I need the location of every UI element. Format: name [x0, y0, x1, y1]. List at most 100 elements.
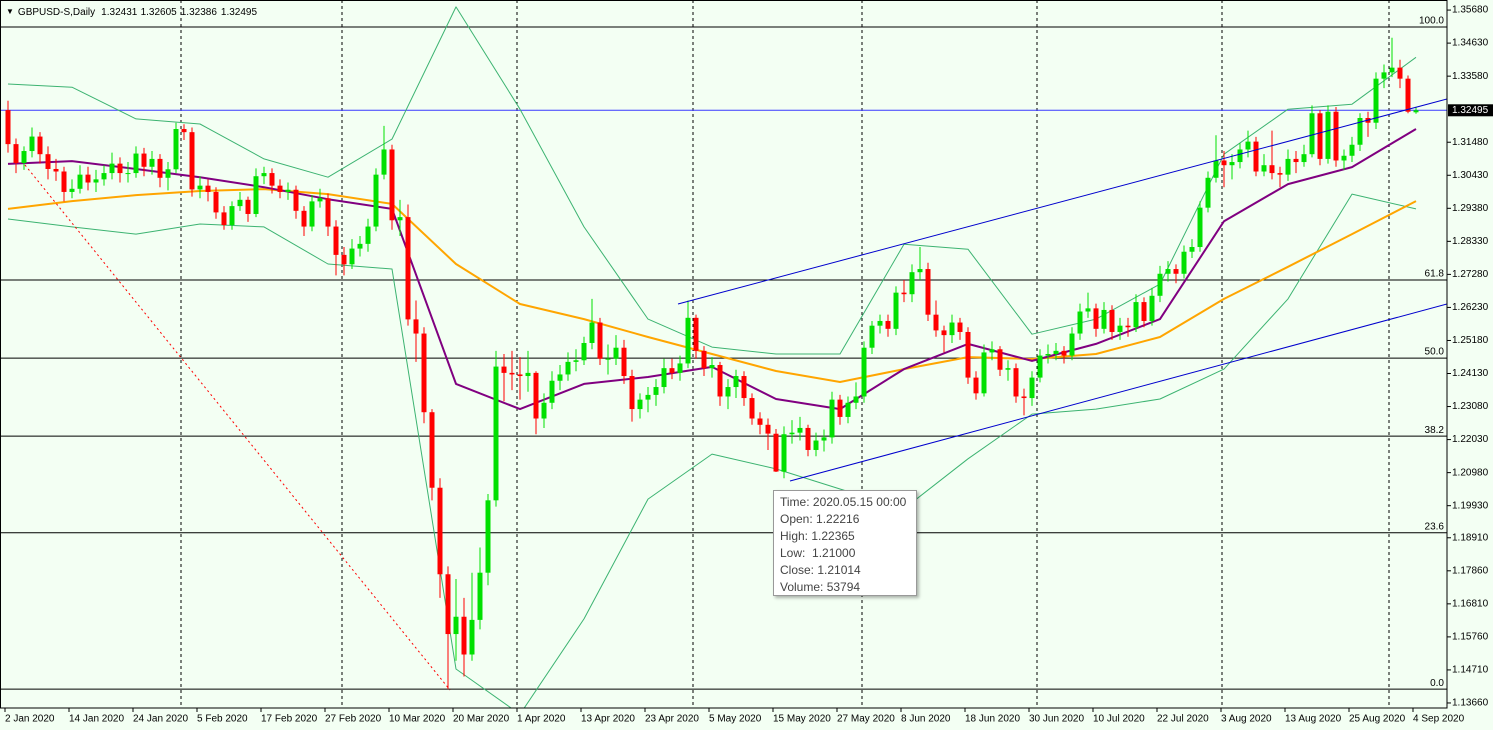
candle-body [341, 254, 347, 265]
y-tick-label: 1.27280 [1452, 269, 1489, 280]
y-tick-label: 1.28330 [1452, 236, 1489, 247]
candle-body [141, 153, 147, 167]
candle-body [501, 366, 507, 373]
candle-body [709, 365, 715, 369]
candle-body [301, 210, 307, 227]
candle-body [389, 149, 395, 221]
candle-body [189, 132, 195, 190]
y-tick-label: 1.22030 [1452, 434, 1489, 445]
candle-body [1293, 158, 1299, 163]
candle-body [597, 322, 603, 359]
candle-body [1085, 308, 1091, 312]
candle-body [581, 342, 587, 361]
candle-body [533, 372, 539, 419]
candle-body [757, 418, 763, 425]
x-tick-label: 1 Apr 2020 [517, 714, 566, 725]
candle-body [365, 226, 371, 244]
candle-body [1093, 308, 1099, 329]
candle-body [117, 163, 123, 174]
candle-body [981, 352, 987, 394]
y-tick-label: 1.34630 [1452, 38, 1489, 49]
candle-body [741, 376, 747, 399]
y-tick-label: 1.26230 [1452, 302, 1489, 313]
candle-body [613, 347, 619, 359]
candle-body [149, 158, 155, 167]
x-tick-label: 3 Aug 2020 [1221, 714, 1272, 725]
y-tick-label: 1.35680 [1452, 5, 1489, 16]
y-tick-label: 1.18910 [1452, 532, 1489, 543]
candle-body [85, 174, 91, 183]
candle-body [805, 427, 811, 450]
candle-body [517, 374, 523, 377]
candle-body [1213, 160, 1219, 178]
candle-body [693, 317, 699, 351]
candle-body [437, 487, 443, 575]
header-low: 1.32386 [181, 7, 218, 18]
candle-body [229, 206, 235, 225]
candle-body [333, 226, 339, 255]
candle-body [869, 325, 875, 348]
candle-body [157, 158, 163, 178]
candle-body [1197, 207, 1203, 248]
candle-body [285, 189, 291, 192]
candle-body [1037, 355, 1043, 378]
x-tick-label: 17 Feb 2020 [261, 714, 318, 725]
y-tick-label: 1.33580 [1452, 71, 1489, 82]
candle-body [69, 188, 75, 192]
candle-body [1245, 141, 1251, 150]
candle-body [669, 368, 675, 373]
candle-body [173, 129, 179, 170]
candle-body [1277, 173, 1283, 175]
candle-body [973, 377, 979, 394]
fib-label: 38.2 [1425, 425, 1445, 436]
candle-body [1373, 78, 1379, 123]
candle-body [565, 361, 571, 375]
candle-body [589, 322, 595, 343]
chart-title: GBPUSD-S,Daily [18, 7, 95, 18]
candle-body [821, 437, 827, 441]
plot-area [0, 6, 1447, 708]
candle-body [1149, 295, 1155, 321]
y-tick-label: 1.30430 [1452, 170, 1489, 181]
candle-body [181, 129, 187, 133]
candle-body [53, 168, 59, 172]
candle-body [493, 366, 499, 501]
candle-body [1405, 78, 1411, 112]
candle-body [21, 151, 27, 163]
indicator-line [7, 188, 1417, 383]
candle-body [125, 173, 131, 175]
menu-arrow: ▼ [6, 7, 14, 16]
candle-body [1005, 368, 1011, 370]
candle-body [1181, 251, 1187, 274]
candle-body [309, 201, 315, 227]
y-tick-label: 1.20980 [1452, 467, 1489, 478]
y-tick-label: 1.29380 [1452, 203, 1489, 214]
y-tick-label: 1.31480 [1452, 137, 1489, 148]
candle-body [525, 372, 531, 377]
candle-body [765, 424, 771, 434]
candle-body [1053, 350, 1059, 354]
candle-body [1397, 67, 1403, 79]
candle-body [837, 399, 843, 417]
y-tick-label: 1.23080 [1452, 401, 1489, 412]
x-tick-label: 18 Jun 2020 [965, 714, 1020, 725]
candle-body [509, 372, 515, 375]
candle-body [997, 349, 1003, 370]
candle-body [373, 174, 379, 227]
candle-body [461, 616, 467, 655]
candle-body [1349, 144, 1355, 156]
x-tick-label: 27 May 2020 [837, 714, 895, 725]
candle-body [781, 434, 787, 472]
candle-body [109, 163, 115, 174]
candle-body [1357, 118, 1363, 145]
fib-trendline [24, 164, 451, 691]
x-tick-label: 2 Jan 2020 [5, 714, 55, 725]
candle-body [1061, 350, 1067, 356]
x-tick-label: 10 Jul 2020 [1093, 714, 1145, 725]
candle-body [93, 179, 99, 183]
candle-body [925, 269, 931, 315]
candle-body [1189, 247, 1195, 252]
candle-body [5, 110, 11, 145]
x-tick-label: 13 Aug 2020 [1285, 714, 1342, 725]
candle-body [469, 619, 475, 655]
